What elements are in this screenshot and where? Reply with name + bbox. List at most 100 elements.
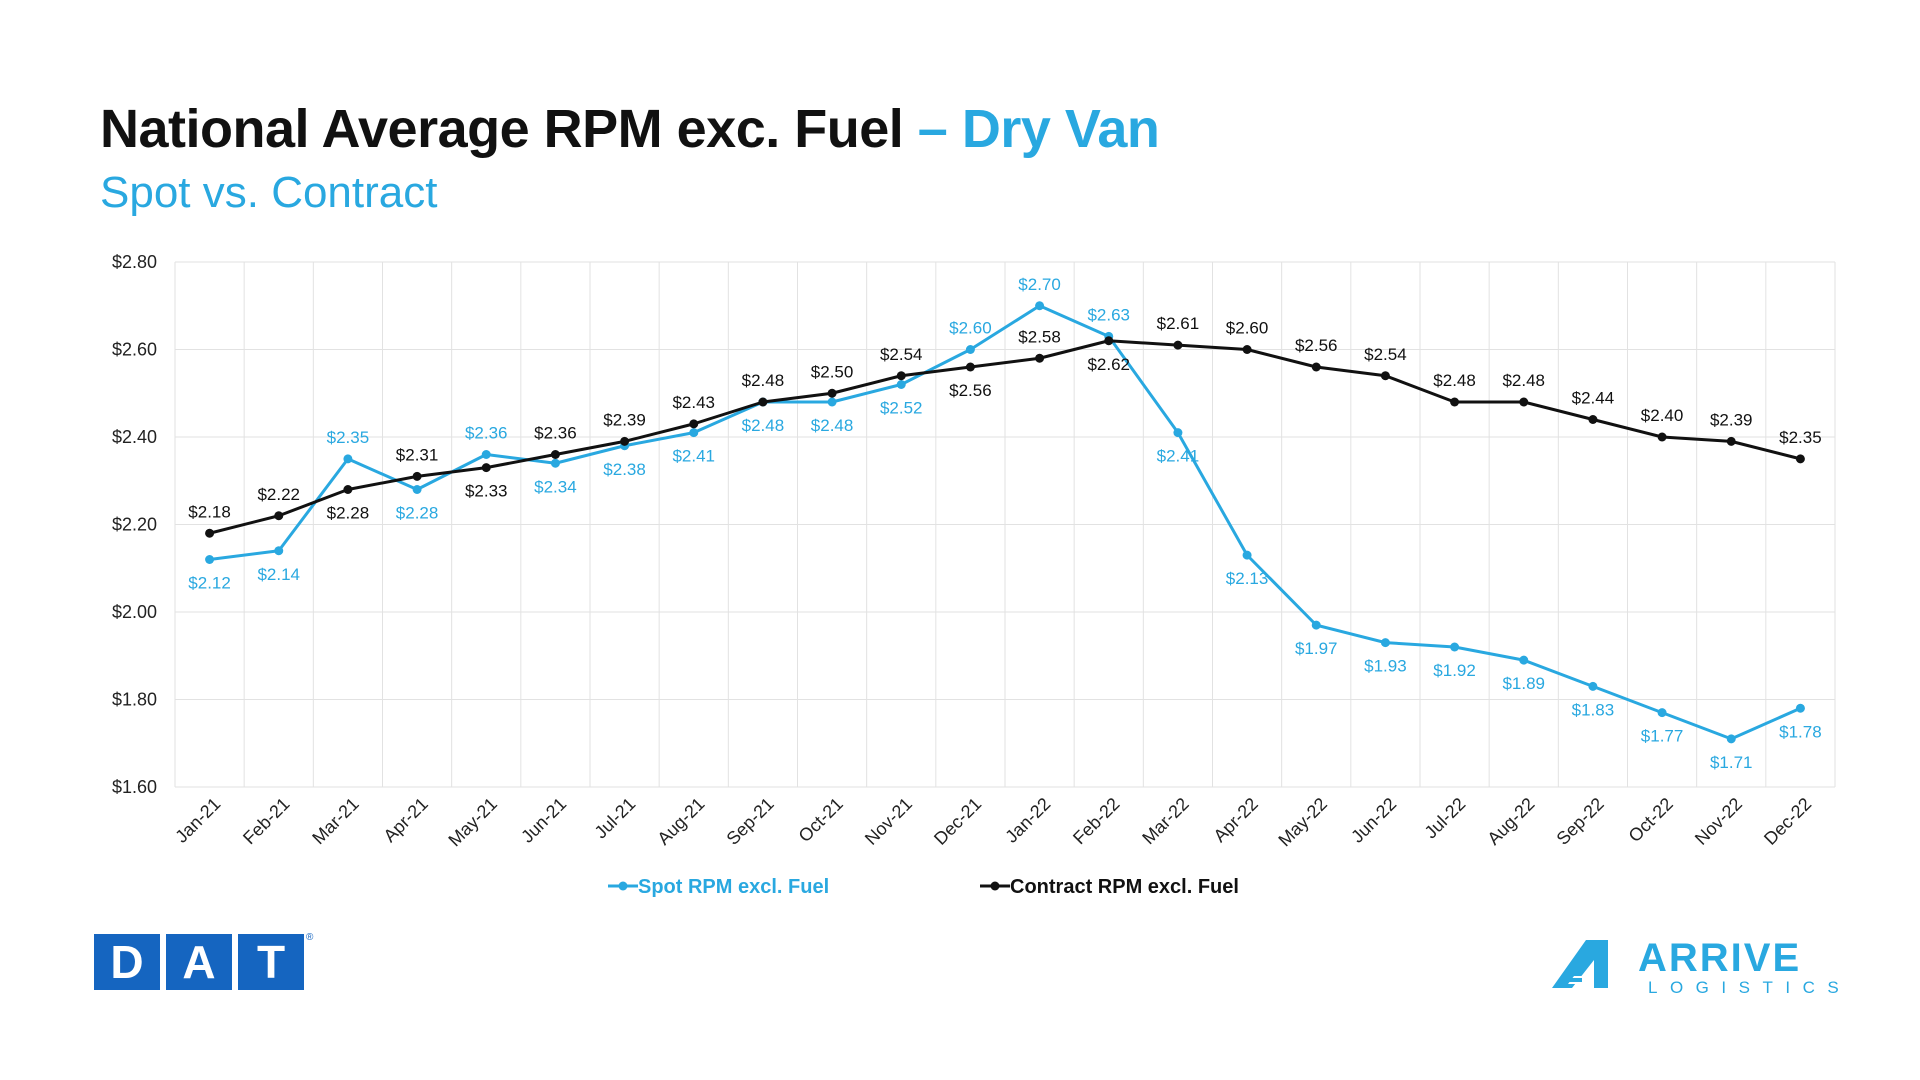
x-tick-label: Apr-22 xyxy=(1210,794,1262,846)
dat-logo-letter: A xyxy=(166,934,232,990)
spot-data-label: $1.92 xyxy=(1433,661,1476,680)
spot-point xyxy=(343,454,353,464)
contract-data-label: $2.44 xyxy=(1572,389,1615,408)
x-tick-label: Dec-21 xyxy=(930,794,985,849)
contract-point xyxy=(481,463,491,473)
contract-point xyxy=(689,419,699,429)
x-tick-label: May-21 xyxy=(444,794,501,851)
spot-data-label: $1.78 xyxy=(1779,722,1822,741)
y-tick-label: $2.20 xyxy=(112,515,157,535)
spot-data-label: $2.41 xyxy=(1157,447,1200,466)
x-tick-label: Jul-21 xyxy=(591,794,640,843)
contract-data-label: $2.39 xyxy=(603,410,646,429)
contract-point xyxy=(1035,353,1045,363)
x-tick-label: Oct-22 xyxy=(1625,794,1677,846)
contract-point xyxy=(412,471,422,481)
spot-point xyxy=(1035,301,1045,311)
x-tick-label: May-22 xyxy=(1274,794,1331,851)
contract-point xyxy=(1795,454,1805,464)
spot-point xyxy=(896,380,906,389)
contract-point xyxy=(758,397,768,407)
contract-point xyxy=(1242,345,1252,354)
spot-point xyxy=(1795,703,1805,713)
legend-contract-marker xyxy=(990,881,1000,891)
contract-data-label: $2.56 xyxy=(1295,336,1338,355)
spot-data-label: $2.36 xyxy=(465,424,508,443)
chart-subtitle: Spot vs. Contract xyxy=(100,168,438,217)
contract-data-label: $2.54 xyxy=(1364,345,1407,364)
contract-data-label: $2.43 xyxy=(672,393,715,412)
spot-point xyxy=(481,450,491,459)
spot-data-label: $2.35 xyxy=(327,428,370,447)
spot-data-label: $2.48 xyxy=(742,416,785,435)
contract-data-label: $2.33 xyxy=(465,482,508,501)
y-tick-label: $1.80 xyxy=(112,690,157,710)
contract-data-label: $2.62 xyxy=(1087,355,1130,374)
contract-point xyxy=(965,362,975,372)
spot-line xyxy=(209,304,1802,741)
spot-point xyxy=(550,458,560,468)
contract-point xyxy=(1173,340,1183,350)
dat-logo-letter: T xyxy=(238,934,304,990)
spot-point xyxy=(1242,550,1252,560)
contract-data-label: $2.36 xyxy=(534,424,577,443)
contract-line xyxy=(209,339,1801,535)
x-tick-label: Jun-21 xyxy=(517,794,570,847)
spot-data-label: $2.14 xyxy=(257,565,300,584)
x-tick-label: Jan-22 xyxy=(1001,794,1054,847)
x-tick-label: Mar-22 xyxy=(1138,794,1192,848)
spot-data-label: $2.60 xyxy=(949,319,992,338)
spot-data-label: $1.71 xyxy=(1710,753,1753,772)
contract-data-label: $2.48 xyxy=(742,371,785,390)
y-tick-label: $2.40 xyxy=(112,427,157,447)
contract-data-label: $2.48 xyxy=(1433,371,1476,390)
y-tick-label: $2.00 xyxy=(112,602,157,622)
x-tick-label: Dec-22 xyxy=(1760,794,1815,849)
x-tick-label: Apr-21 xyxy=(380,794,432,846)
spot-data-label: $1.97 xyxy=(1295,639,1338,658)
spot-data-label: $2.34 xyxy=(534,477,577,496)
spot-data-label: $2.12 xyxy=(188,574,231,593)
dat-logo-letter: D xyxy=(94,934,160,990)
contract-data-label: $2.40 xyxy=(1641,406,1684,425)
contract-data-label: $2.58 xyxy=(1018,327,1061,346)
arrive-logistics-logo: ARRIVE LOGISTICS xyxy=(1552,936,1852,1000)
contract-point xyxy=(896,371,906,381)
spot-data-label: $2.41 xyxy=(672,447,715,466)
spot-data-label: $2.63 xyxy=(1087,305,1130,324)
x-tick-label: Sep-22 xyxy=(1553,794,1608,849)
x-tick-label: Nov-22 xyxy=(1691,794,1746,849)
spot-point xyxy=(1519,655,1529,665)
contract-point xyxy=(205,528,215,538)
contract-data-label: $2.50 xyxy=(811,362,854,381)
dat-logo: D A T ® xyxy=(94,932,313,990)
x-tick-label: Oct-21 xyxy=(795,794,847,846)
spot-point xyxy=(689,428,699,438)
contract-point xyxy=(1311,362,1321,372)
spot-point xyxy=(1726,734,1736,744)
contract-point xyxy=(550,450,560,459)
spot-point xyxy=(827,397,837,407)
spot-point xyxy=(1450,642,1460,652)
legend-spot-label: Spot RPM excl. Fuel xyxy=(638,876,829,898)
x-tick-label: Jul-22 xyxy=(1421,794,1470,843)
x-tick-label: Sep-21 xyxy=(723,794,778,849)
spot-data-label: $1.89 xyxy=(1502,674,1545,693)
spot-point xyxy=(1173,428,1183,438)
spot-data-label: $2.48 xyxy=(811,416,854,435)
contract-data-label: $2.18 xyxy=(188,502,231,521)
contract-point xyxy=(620,436,630,446)
chart-title: National Average RPM exc. Fuel – Dry Van xyxy=(100,98,1160,160)
chart-title-accent: – Dry Van xyxy=(917,99,1160,159)
spot-point xyxy=(412,485,422,494)
contract-point xyxy=(1519,397,1529,407)
arrive-wordmark: ARRIVE xyxy=(1638,936,1802,980)
contract-point xyxy=(1588,415,1598,424)
spot-data-label: $1.93 xyxy=(1364,657,1407,676)
spot-data-label: $2.13 xyxy=(1226,569,1269,588)
x-tick-label: Feb-21 xyxy=(239,794,293,848)
y-tick-label: $2.60 xyxy=(112,340,157,360)
x-tick-label: Jun-22 xyxy=(1347,794,1400,847)
spot-point xyxy=(1657,708,1667,718)
